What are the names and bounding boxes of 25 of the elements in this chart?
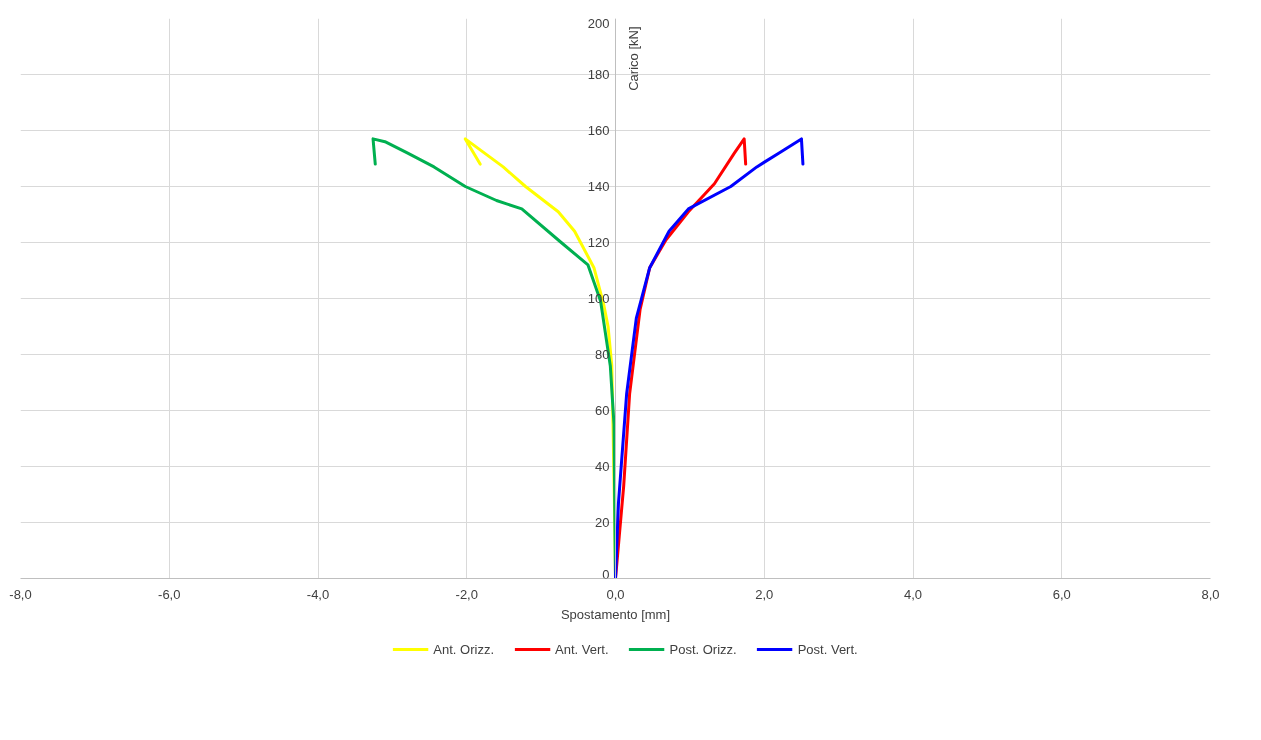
y-tick-label: 140 bbox=[587, 179, 610, 194]
x-axis-title: Spostamento [mm] bbox=[560, 606, 671, 622]
y-tick-label: 160 bbox=[587, 123, 610, 138]
x-tick-label: -8,0 bbox=[9, 586, 32, 602]
y-tick-label: 0 bbox=[602, 566, 610, 582]
y-tick-label: 60 bbox=[595, 403, 610, 418]
y-tick-label: 180 bbox=[587, 67, 610, 82]
y-tick-label: 200 bbox=[587, 15, 610, 31]
x-tick-label: 4,0 bbox=[903, 586, 923, 602]
legend-label: Post. Vert. bbox=[797, 641, 858, 657]
legend-label: Post. Orizz. bbox=[669, 641, 737, 657]
y-tick-label: 20 bbox=[595, 515, 610, 530]
line-series bbox=[614, 137, 805, 579]
y-axis-title: Carico [kN] bbox=[625, 26, 641, 91]
legend-label: Ant. Vert. bbox=[555, 641, 609, 657]
x-tick-label: 2,0 bbox=[755, 586, 774, 602]
x-tick-label: 8,0 bbox=[1201, 586, 1220, 602]
x-tick-label: -2,0 bbox=[455, 586, 478, 602]
x-tick-label: 6,0 bbox=[1052, 586, 1071, 602]
x-tick-label: -6,0 bbox=[158, 586, 181, 602]
y-tick-label: 40 bbox=[595, 459, 610, 474]
x-tick-label: -4,0 bbox=[306, 586, 330, 602]
x-tick-label: 0,0 bbox=[606, 586, 625, 602]
legend-label: Ant. Orizz. bbox=[433, 641, 495, 657]
y-tick-label: 120 bbox=[587, 235, 610, 250]
